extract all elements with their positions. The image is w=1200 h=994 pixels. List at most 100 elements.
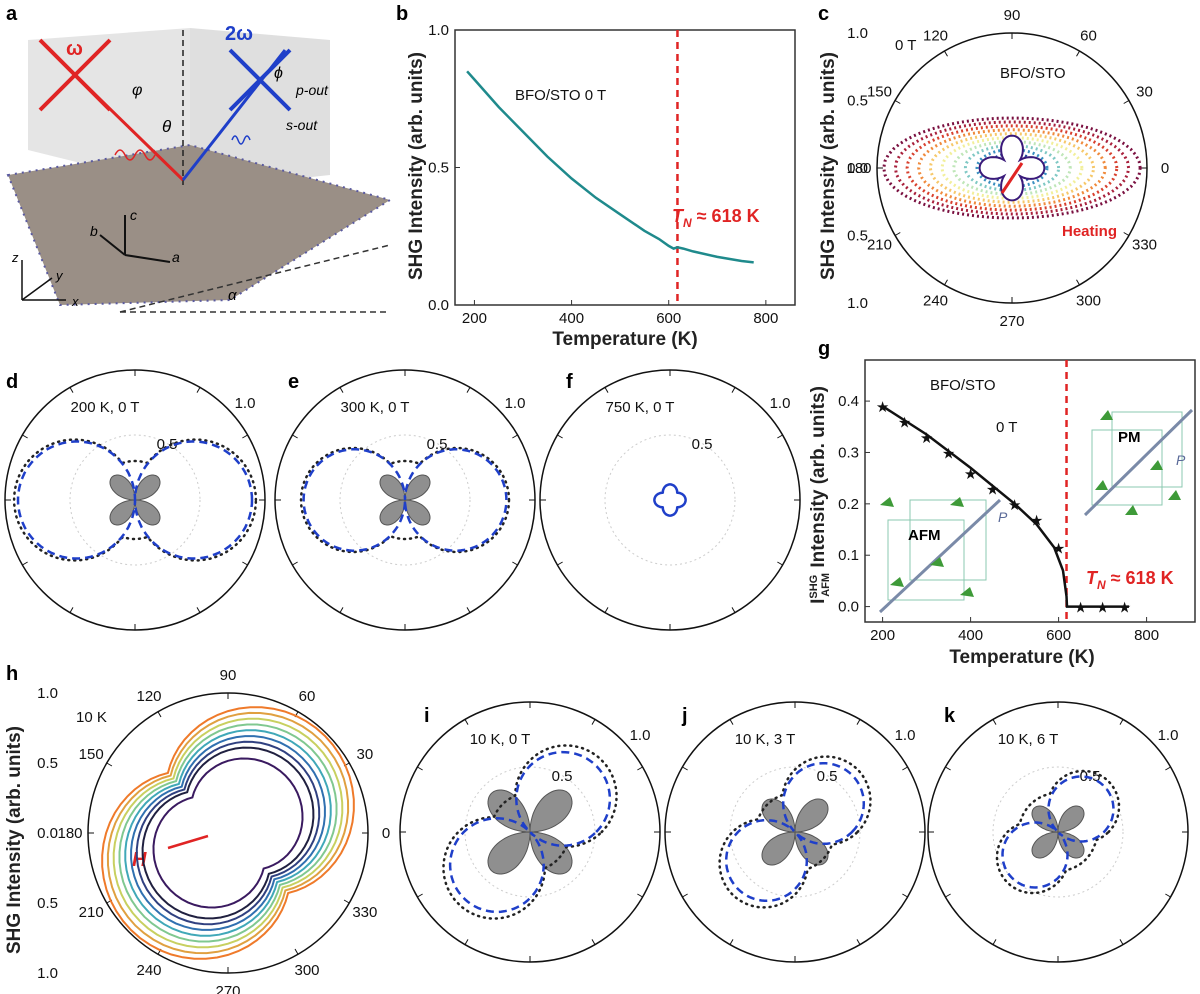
c-angle-label: 120: [923, 27, 948, 44]
g-data-star: ★: [898, 415, 911, 432]
h-angle-label: 330: [352, 904, 377, 921]
d-polar-tick: [196, 387, 201, 393]
h-angle-label: 270: [215, 983, 240, 994]
h-angle-label: 90: [220, 667, 237, 684]
c-angle-label: 330: [1132, 237, 1157, 254]
reflection-plane: [190, 28, 330, 190]
k-polar-tick: [945, 766, 951, 771]
c-polar-tick: [944, 279, 948, 286]
c-rtick-label: 0.5: [847, 93, 868, 110]
b-xtick-label: 200: [462, 310, 487, 327]
c-angle-label: 270: [999, 313, 1024, 330]
panel-label-d: d: [6, 371, 18, 393]
j-rtick-outer: 1.0: [895, 727, 916, 744]
k-polar-ring: [992, 766, 1124, 898]
b-ylabel: SHG Intensity (arb. units): [406, 52, 427, 280]
panel-label-b: b: [396, 3, 408, 25]
g-xlabel: Temperature (K): [949, 647, 1094, 668]
f-rtick-outer: 1.0: [770, 395, 791, 412]
e-polar-tick: [466, 387, 471, 393]
panel-label-i: i: [424, 705, 430, 727]
e-blue-curve: [302, 448, 508, 552]
f-polar-tick: [604, 607, 609, 613]
c-angle-label: 210: [867, 237, 892, 254]
e-polar-tick: [466, 607, 471, 613]
h-polar-tick: [157, 711, 162, 718]
phi2-label: ϕ: [274, 65, 283, 82]
afm-label: AFM: [908, 527, 941, 544]
c-rtick-label: 1.0: [847, 295, 868, 312]
axis-y-label: y: [55, 268, 64, 283]
j-blue-curve: [724, 761, 866, 903]
e-polar-tick: [512, 434, 518, 439]
h-rtick-label: 0.5: [37, 755, 58, 772]
c-polar-tick: [894, 232, 901, 236]
c-angle-label: 180: [846, 160, 871, 177]
panel-b-chart: SHG Intensity (arb. units) Temperature (…: [406, 52, 760, 350]
h-temp: 10 K: [76, 709, 107, 726]
b-plot-frame: [454, 29, 796, 306]
g-data-star: ★: [876, 399, 889, 416]
d-polar-tick: [69, 607, 74, 613]
g-data-star: ★: [1074, 600, 1087, 617]
panel-label-a: a: [6, 3, 18, 25]
e-rtick-outer: 1.0: [505, 395, 526, 412]
j-rtick-inner: 0.5: [817, 768, 838, 785]
axis-a-arrow: [124, 254, 171, 263]
f-polar-tick: [604, 387, 609, 393]
panel-label-c: c: [818, 3, 829, 25]
k-title: 10 K, 6 T: [998, 731, 1059, 748]
axis-b-label: b: [90, 223, 98, 239]
h-angle-label: 180: [57, 825, 82, 842]
panel-label-e: e: [288, 371, 299, 393]
c-angle-label: 0: [1161, 160, 1169, 177]
c-field: 0 T: [895, 37, 916, 54]
theta-label: θ: [162, 117, 172, 136]
g-ytick-label: 0.3: [838, 444, 859, 461]
c-angle-label: 60: [1080, 27, 1097, 44]
h-angle-label: 60: [299, 688, 316, 705]
g-ytick-label: 0.4: [838, 393, 859, 410]
b-xtick-label: 600: [656, 310, 681, 327]
h-rtick-label: 0.5: [37, 895, 58, 912]
h-field-curve: [124, 729, 332, 937]
p-out-label: p-out: [295, 82, 329, 98]
d-polar-tick: [242, 434, 248, 439]
alpha-label: α: [228, 287, 237, 304]
e-title: 300 K, 0 T: [341, 399, 410, 416]
d-rtick-outer: 1.0: [235, 395, 256, 412]
c-angle-label: 150: [867, 84, 892, 101]
j-polar-tick: [729, 939, 734, 945]
c-heating-label: Heating: [1062, 223, 1117, 240]
h-field-curve: [118, 723, 338, 943]
panel-label-f: f: [566, 371, 573, 393]
g-ytick-label: 0.1: [838, 547, 859, 564]
g-ytick-label: 0.0: [838, 599, 859, 616]
omega-label: ω: [66, 38, 83, 60]
i-dotted-curve: [442, 744, 618, 920]
g-xtick-label: 200: [870, 627, 895, 644]
k-gray-lobes: [1031, 805, 1085, 859]
k-polar-tick: [1119, 939, 1124, 945]
c-polar-tick: [1076, 279, 1080, 286]
h-ylabel: SHG Intensity (arb. units): [4, 726, 25, 954]
afm-polarization-arrow: [878, 498, 1002, 614]
h-field-curve: [135, 740, 321, 926]
b-ytick-label: 0.5: [428, 160, 449, 177]
i-rtick-outer: 1.0: [630, 727, 651, 744]
h-polar-tick: [106, 762, 113, 767]
h-field-curve: [130, 735, 326, 931]
j-polar-tick: [729, 719, 734, 725]
h-angle-label: 210: [79, 904, 104, 921]
two-omega-beam-arrow: [228, 48, 292, 112]
panel-label-k: k: [944, 705, 956, 727]
f-polar-tick: [557, 434, 563, 439]
k-polar-tick: [992, 719, 997, 725]
f-blue-curve: [653, 483, 687, 517]
k-dotted-curve: [995, 769, 1121, 895]
omega-pol-arrow: [38, 38, 112, 112]
h-field-curve: [106, 711, 350, 955]
d-polar-ring: [69, 434, 201, 566]
pm-cube-illustration: P PM: [1083, 408, 1194, 517]
g-data-star: ★: [1052, 541, 1065, 558]
